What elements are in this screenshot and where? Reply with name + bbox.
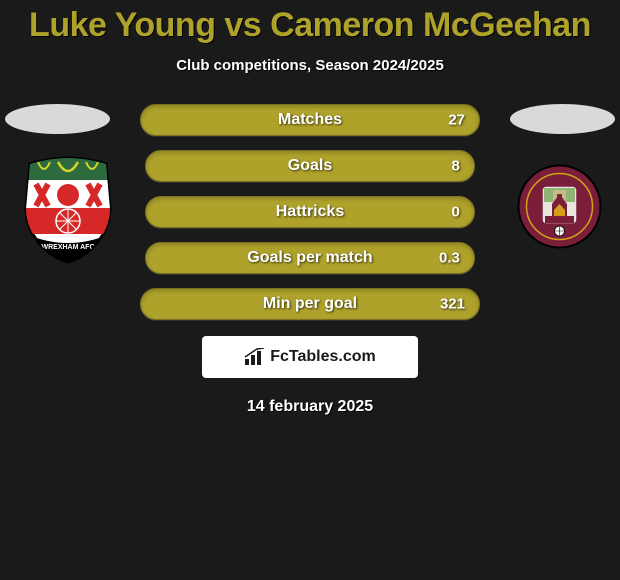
- wrexham-crest-icon: WREXHAM AFC: [18, 154, 118, 264]
- stat-value: 27: [448, 112, 465, 129]
- stat-value: 321: [440, 296, 465, 313]
- attribution-text: FcTables.com: [270, 348, 376, 366]
- club-badge-right: [517, 164, 602, 249]
- subtitle: Club competitions, Season 2024/2025: [0, 57, 620, 74]
- svg-text:WREXHAM AFC: WREXHAM AFC: [41, 244, 94, 251]
- stat-row-hattricks: Hattricks 0: [140, 196, 480, 228]
- comparison-area: WREXHAM AFC Matches 27 G: [0, 104, 620, 416]
- stat-value: 8: [452, 158, 460, 175]
- page-title: Luke Young vs Cameron McGeehan: [0, 0, 620, 45]
- stat-value: 0.3: [439, 250, 460, 267]
- date-text: 14 february 2025: [0, 398, 620, 416]
- stat-label: Goals: [288, 157, 332, 175]
- stat-row-goals: Goals 8: [140, 150, 480, 182]
- stats-list: Matches 27 Goals 8 Hattricks 0 Goals per…: [140, 104, 480, 320]
- stat-row-mpg: Min per goal 321: [140, 288, 480, 320]
- stat-label: Goals per match: [247, 249, 372, 267]
- bar-chart-icon: [244, 348, 266, 366]
- stat-row-gpm: Goals per match 0.3: [140, 242, 480, 274]
- attribution-badge[interactable]: FcTables.com: [202, 336, 418, 378]
- stat-value: 0: [452, 204, 460, 221]
- player-right-oval: [510, 104, 615, 134]
- club-badge-left: WREXHAM AFC: [18, 154, 118, 264]
- player-left-oval: [5, 104, 110, 134]
- stat-label: Matches: [278, 111, 342, 129]
- stat-label: Hattricks: [276, 203, 344, 221]
- stat-row-matches: Matches 27: [140, 104, 480, 136]
- northampton-crest-icon: [517, 164, 602, 249]
- stat-label: Min per goal: [263, 295, 357, 313]
